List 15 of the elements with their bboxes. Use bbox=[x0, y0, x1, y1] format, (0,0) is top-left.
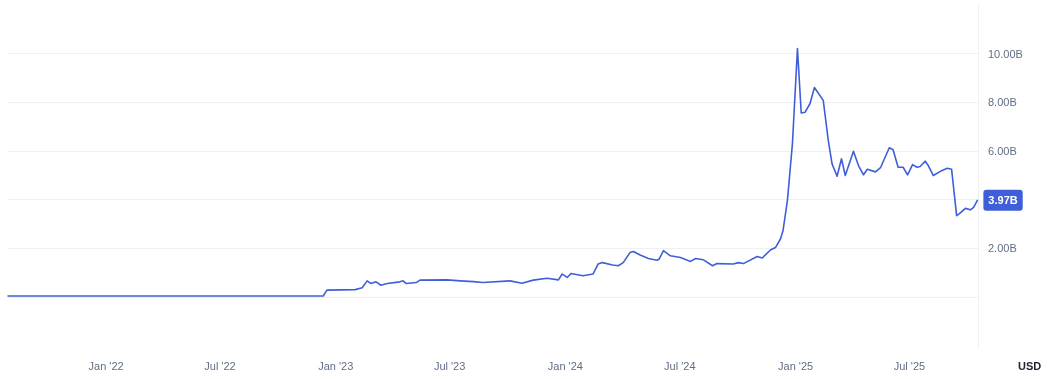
y-axis-title: USD bbox=[1018, 359, 1042, 372]
x-tick-label: Jul '24 bbox=[664, 359, 696, 372]
x-tick-label: Jul '22 bbox=[204, 359, 236, 372]
annotation: 3.97B bbox=[988, 194, 1018, 207]
y-tick-label: 6.00B bbox=[988, 144, 1017, 157]
y-tick-label: 8.00B bbox=[988, 96, 1017, 109]
x-tick-label: Jan '24 bbox=[547, 359, 583, 372]
x-tick-label: Jul '23 bbox=[433, 359, 466, 372]
y-tick-label: 2.00B bbox=[988, 242, 1017, 255]
x-tick-label: Jan '23 bbox=[318, 359, 354, 372]
x-tick-label: Jan '22 bbox=[88, 359, 124, 372]
line-series bbox=[7, 47, 979, 297]
x-tick-label: Jan '25 bbox=[778, 359, 814, 372]
y-tick-label: 10.00B bbox=[988, 47, 1023, 60]
x-tick-label: Jul '25 bbox=[893, 359, 926, 372]
